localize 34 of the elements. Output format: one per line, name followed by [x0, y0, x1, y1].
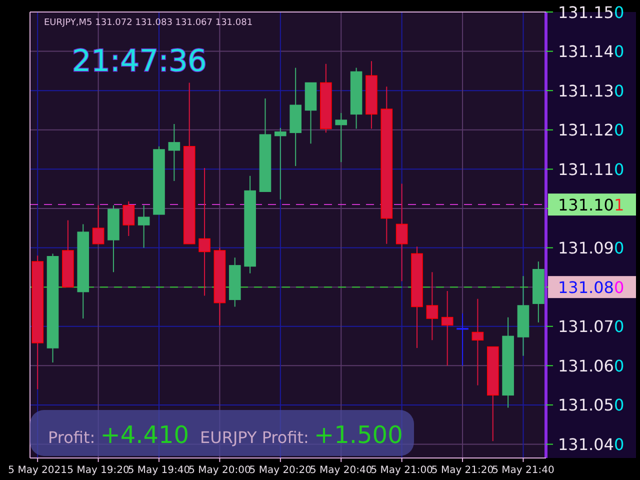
x-tick-label: 5 May 20:20 — [249, 465, 312, 476]
x-tick-label: 5 May 21:20 — [431, 465, 494, 476]
candlestick — [426, 272, 438, 341]
y-tick-label: 131.040 — [558, 435, 624, 454]
candlestick — [138, 204, 150, 248]
ref-line-label: 131.101 — [558, 195, 624, 214]
x-tick-label: 5 May 20:40 — [310, 465, 372, 476]
y-tick-label: 131.130 — [558, 81, 624, 100]
y-tick-label: 131.060 — [558, 356, 624, 376]
candlestick — [274, 127, 286, 200]
candlestick — [441, 290, 454, 366]
x-tick-label: 5 May 19:40 — [128, 465, 190, 476]
candlestick — [122, 200, 135, 236]
y-tick-label: 131.090 — [558, 238, 624, 258]
y-tick-label: 131.120 — [558, 120, 624, 140]
x-tick-label: 5 May 2021 — [8, 465, 68, 476]
y-tick-label: 131.140 — [558, 42, 624, 62]
y-tick-label: 131.150 — [558, 2, 624, 22]
ref-line-label: 131.080 — [558, 278, 624, 297]
candlestick — [472, 298, 484, 386]
y-tick-label: 131.070 — [558, 317, 624, 336]
x-tick-label: 5 May 21:40 — [492, 465, 554, 476]
x-tick-label: 5 May 20:00 — [188, 465, 251, 476]
y-tick-label: 131.110 — [558, 160, 624, 179]
annotation: Profit: +4.410 — [48, 421, 190, 449]
candlestick — [396, 183, 408, 282]
candlestick — [92, 204, 104, 244]
candlestick — [168, 123, 180, 182]
candlestick — [198, 168, 210, 296]
y-tick-label: 131.050 — [558, 396, 624, 415]
candlestick — [335, 112, 348, 163]
x-tick-label: 5 May 19:20 — [67, 465, 130, 476]
annotation: EURJPY Profit: +1.500 — [200, 421, 403, 449]
x-tick-label: 5 May 21:00 — [370, 465, 433, 476]
